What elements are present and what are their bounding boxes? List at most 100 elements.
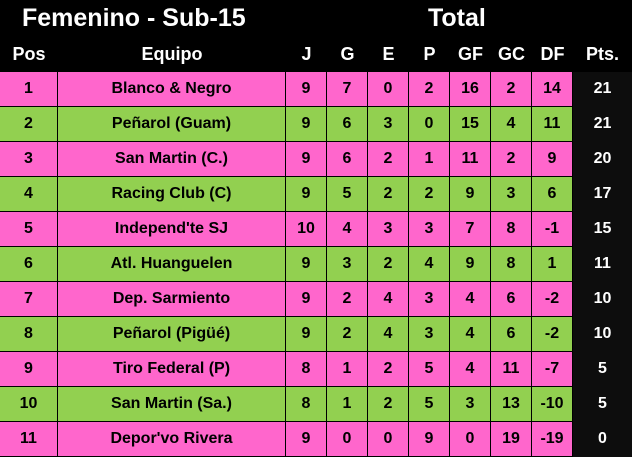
table-title: Femenino - Sub-15 — [22, 4, 246, 32]
table-cell: 9 — [450, 177, 491, 212]
table-cell: 4 — [368, 317, 409, 352]
table-cell: -1 — [532, 212, 573, 247]
table-cell: 2 — [491, 142, 532, 177]
table-cell: 1 — [0, 72, 58, 107]
table-cell: 14 — [532, 72, 573, 107]
table-cell: 4 — [327, 212, 368, 247]
table-row: 10 San Martin (Sa.) 8 1 2 5 3 13 -10 5 — [0, 387, 632, 422]
table-cell: 9 — [286, 177, 327, 212]
table-cell: 6 — [327, 142, 368, 177]
team-name: Tiro Federal (P) — [58, 352, 286, 387]
table-cell: 9 — [286, 282, 327, 317]
table-cell: 3 — [0, 142, 58, 177]
table-cell: 5 — [573, 387, 632, 422]
table-cell: 2 — [327, 282, 368, 317]
team-name: Peñarol (Pigüé) — [58, 317, 286, 352]
table-cell: 6 — [532, 177, 573, 212]
table-cell: 4 — [0, 177, 58, 212]
header-row: Pos Equipo J G E P GF GC DF Pts. — [0, 37, 632, 72]
table-cell: 2 — [491, 72, 532, 107]
table-cell: 8 — [0, 317, 58, 352]
table-cell: 9 — [286, 107, 327, 142]
table-cell: 3 — [368, 107, 409, 142]
table-row: 9 Tiro Federal (P) 8 1 2 5 4 11 -7 5 — [0, 352, 632, 387]
table-cell: 2 — [0, 107, 58, 142]
table-cell: 8 — [286, 387, 327, 422]
table-cell: 1 — [532, 247, 573, 282]
table-cell: 3 — [491, 177, 532, 212]
table-cell: 10 — [573, 282, 632, 317]
team-name: Depor'vo Rivera — [58, 422, 286, 457]
table-cell: 11 — [532, 107, 573, 142]
table-cell: 4 — [409, 247, 450, 282]
team-name: San Martin (Sa.) — [58, 387, 286, 422]
table-cell: 0 — [327, 422, 368, 457]
table-cell: 15 — [450, 107, 491, 142]
team-name: Atl. Huanguelen — [58, 247, 286, 282]
table-cell: -2 — [532, 317, 573, 352]
table-cell: -2 — [532, 282, 573, 317]
column-header: J — [301, 44, 312, 64]
table-cell: 8 — [491, 212, 532, 247]
column-header: Pos — [12, 44, 46, 64]
table-cell: 13 — [491, 387, 532, 422]
table-cell: 4 — [450, 352, 491, 387]
table-cell: 1 — [409, 142, 450, 177]
table-cell: 9 — [286, 422, 327, 457]
table-cell: 9 — [532, 142, 573, 177]
table-cell: 2 — [327, 317, 368, 352]
table-subtitle: Total — [428, 4, 486, 32]
table-cell: 0 — [409, 107, 450, 142]
team-name: Peñarol (Guam) — [58, 107, 286, 142]
table-cell: 0 — [573, 422, 632, 457]
table-row: 6 Atl. Huanguelen 9 3 2 4 9 8 1 11 — [0, 247, 632, 282]
table-cell: 20 — [573, 142, 632, 177]
team-name: Racing Club (C) — [58, 177, 286, 212]
table-cell: 9 — [450, 247, 491, 282]
table-cell: 6 — [0, 247, 58, 282]
table-cell: 0 — [368, 422, 409, 457]
table-cell: 2 — [368, 177, 409, 212]
team-name: Blanco & Negro — [58, 72, 286, 107]
column-header: DF — [540, 44, 565, 64]
table-cell: 10 — [0, 387, 58, 422]
table-cell: 11 — [491, 352, 532, 387]
table-cell: -7 — [532, 352, 573, 387]
table-cell: 1 — [327, 352, 368, 387]
table-cell: 9 — [286, 72, 327, 107]
column-header: Equipo — [141, 44, 203, 64]
table-cell: 17 — [573, 177, 632, 212]
table-cell: 5 — [573, 352, 632, 387]
table-cell: 21 — [573, 72, 632, 107]
table-cell: 8 — [491, 247, 532, 282]
table-cell: 3 — [409, 317, 450, 352]
table-cell: 1 — [327, 387, 368, 422]
table-row: 8 Peñarol (Pigüé) 9 2 4 3 4 6 -2 10 — [0, 317, 632, 352]
table-cell: 2 — [368, 352, 409, 387]
table-cell: 9 — [286, 317, 327, 352]
table-cell: 6 — [491, 282, 532, 317]
table-cell: 5 — [409, 387, 450, 422]
table-cell: 21 — [573, 107, 632, 142]
team-name: San Martin (C.) — [58, 142, 286, 177]
table-cell: 2 — [368, 142, 409, 177]
table-cell: 4 — [450, 282, 491, 317]
table-cell: 19 — [491, 422, 532, 457]
table-cell: 3 — [409, 282, 450, 317]
table-row: 11 Depor'vo Rivera 9 0 0 9 0 19 -19 0 — [0, 422, 632, 457]
table-cell: 6 — [491, 317, 532, 352]
table-cell: 5 — [327, 177, 368, 212]
table-cell: 16 — [450, 72, 491, 107]
table-cell: 0 — [450, 422, 491, 457]
table-row: 4 Racing Club (C) 9 5 2 2 9 3 6 17 — [0, 177, 632, 212]
table-cell: -19 — [532, 422, 573, 457]
table-cell: 9 — [0, 352, 58, 387]
table-cell: 2 — [409, 177, 450, 212]
table-cell: 11 — [573, 247, 632, 282]
table-cell: 7 — [450, 212, 491, 247]
table-cell: 11 — [0, 422, 58, 457]
table-row: 2 Peñarol (Guam) 9 6 3 0 15 4 11 21 — [0, 107, 632, 142]
table-row: 3 San Martin (C.) 9 6 2 1 11 2 9 20 — [0, 142, 632, 177]
table-row: 5 Independ'te SJ 10 4 3 3 7 8 -1 15 — [0, 212, 632, 247]
table-cell: 2 — [409, 72, 450, 107]
